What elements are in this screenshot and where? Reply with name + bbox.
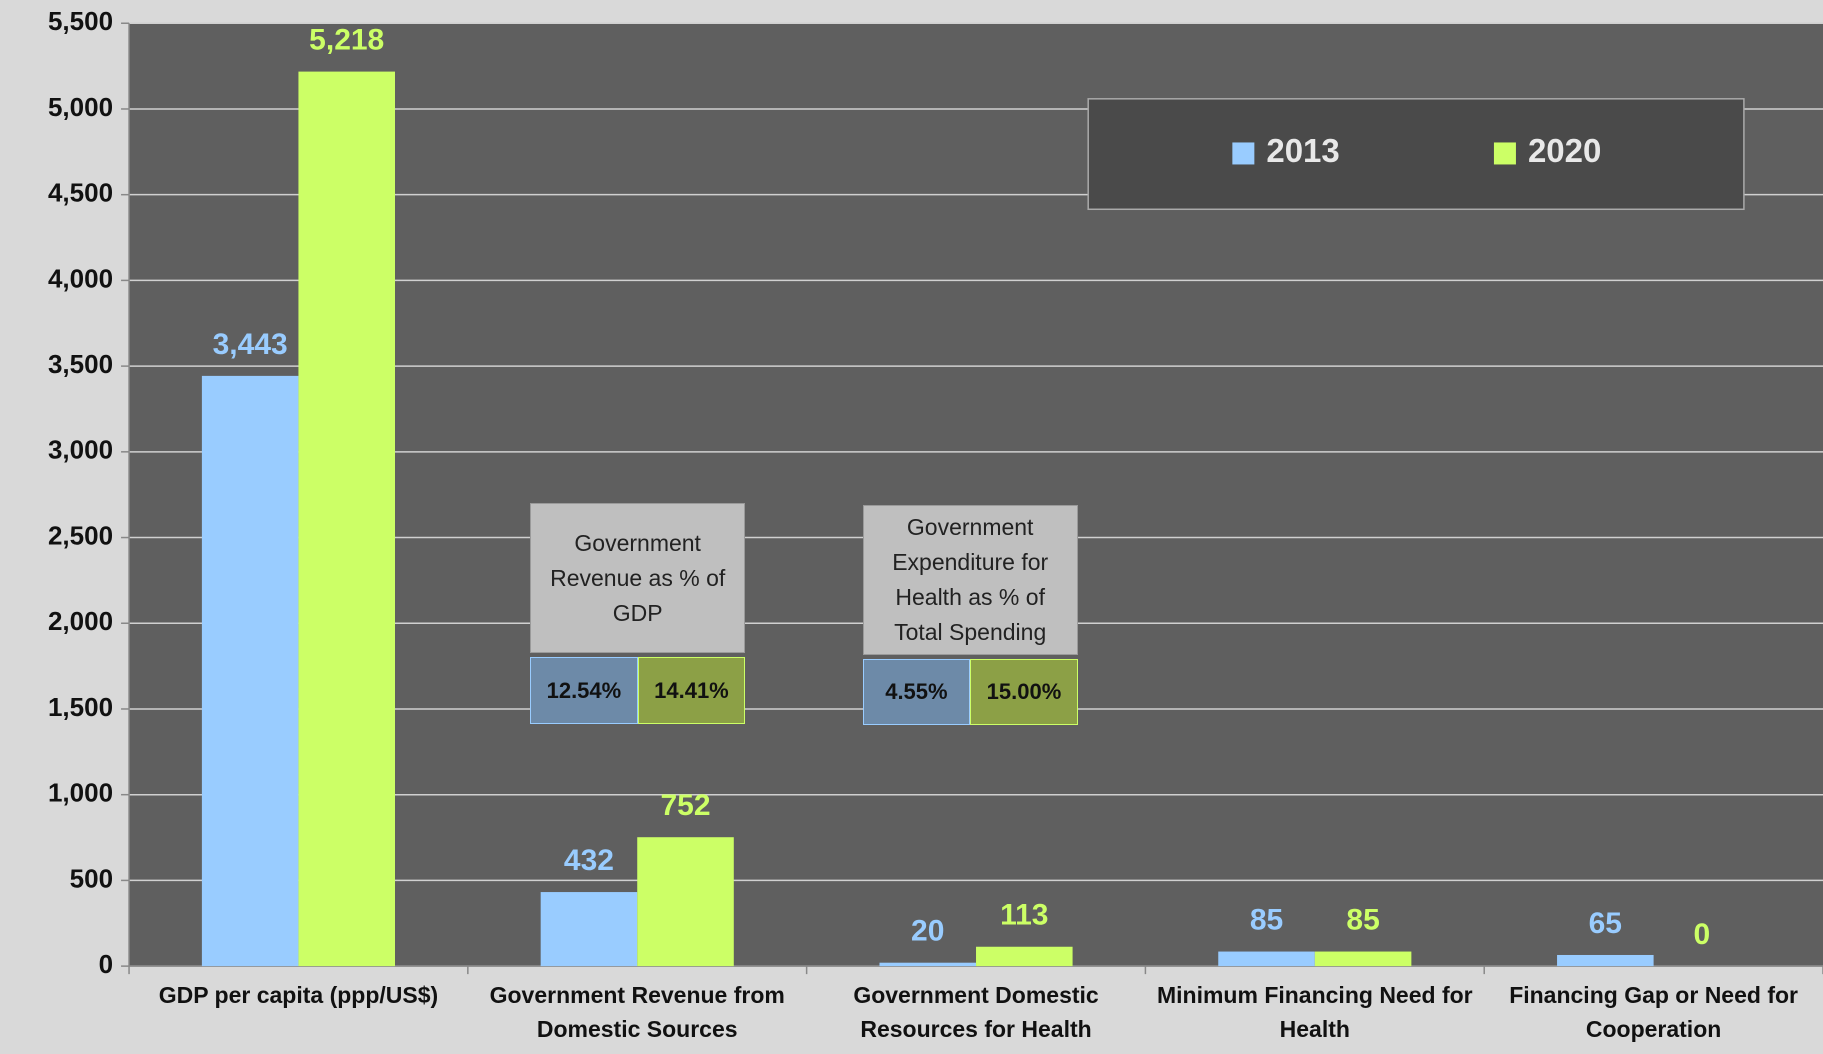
legend-label: 2013 [1266,132,1339,169]
y-tick-label: 3,000 [48,435,113,465]
annotation-value: 15.00% [970,658,1078,725]
y-tick-label: 0 [99,949,113,979]
y-tick-label: 2,000 [48,606,113,636]
x-tick-label: Financing Gap or Need for Cooperation [1509,982,1798,1043]
y-tick-label: 3,500 [48,349,113,379]
y-tick-label: 500 [70,863,113,893]
legend-label: 2020 [1528,132,1601,169]
legend-swatch [1232,142,1255,165]
bar [879,962,977,967]
y-tick-label: 5,500 [48,6,113,36]
data-label: 113 [1000,899,1048,932]
data-label: 85 [1346,903,1379,936]
bar [298,71,395,967]
x-tick-label: Government Domestic Resources for Health [853,982,1099,1043]
x-tick-label: Minimum Financing Need for Health [1156,982,1473,1043]
bar [1557,954,1654,967]
bar [1314,951,1412,967]
y-tick-label: 1,000 [48,778,113,808]
annotation-value: 4.55% [862,658,971,725]
bar [637,837,734,967]
y-tick-label: 5,000 [48,92,113,122]
data-label: 432 [564,844,614,877]
bar [1218,951,1315,967]
legend-box [1087,98,1745,211]
bar [976,946,1073,967]
annotation-value: 14.41% [637,657,746,724]
annotation-value: 12.54% [530,657,638,724]
legend-swatch [1493,142,1516,165]
data-label: 3,443 [213,328,288,361]
y-tick-label: 4,000 [48,263,113,293]
annotation-box: Government Expenditure for Health as % o… [862,504,1078,655]
y-tick-label: 4,500 [48,178,113,208]
data-label: 5,218 [309,24,384,57]
x-tick-label: Government Revenue from Domestic Sources [489,982,785,1043]
data-label: 65 [1589,907,1622,940]
x-tick-label: GDP per capita (ppp/US$) [158,982,439,1009]
data-label: 85 [1250,903,1283,936]
data-label: 752 [660,789,710,822]
annotation-box: Government Revenue as % of GDP [530,503,746,654]
data-label: 0 [1694,918,1711,951]
y-tick-label: 1,500 [48,692,113,722]
bar [540,892,638,967]
data-label: 20 [911,915,944,948]
y-tick-label: 2,500 [48,520,113,550]
bar [201,375,299,967]
